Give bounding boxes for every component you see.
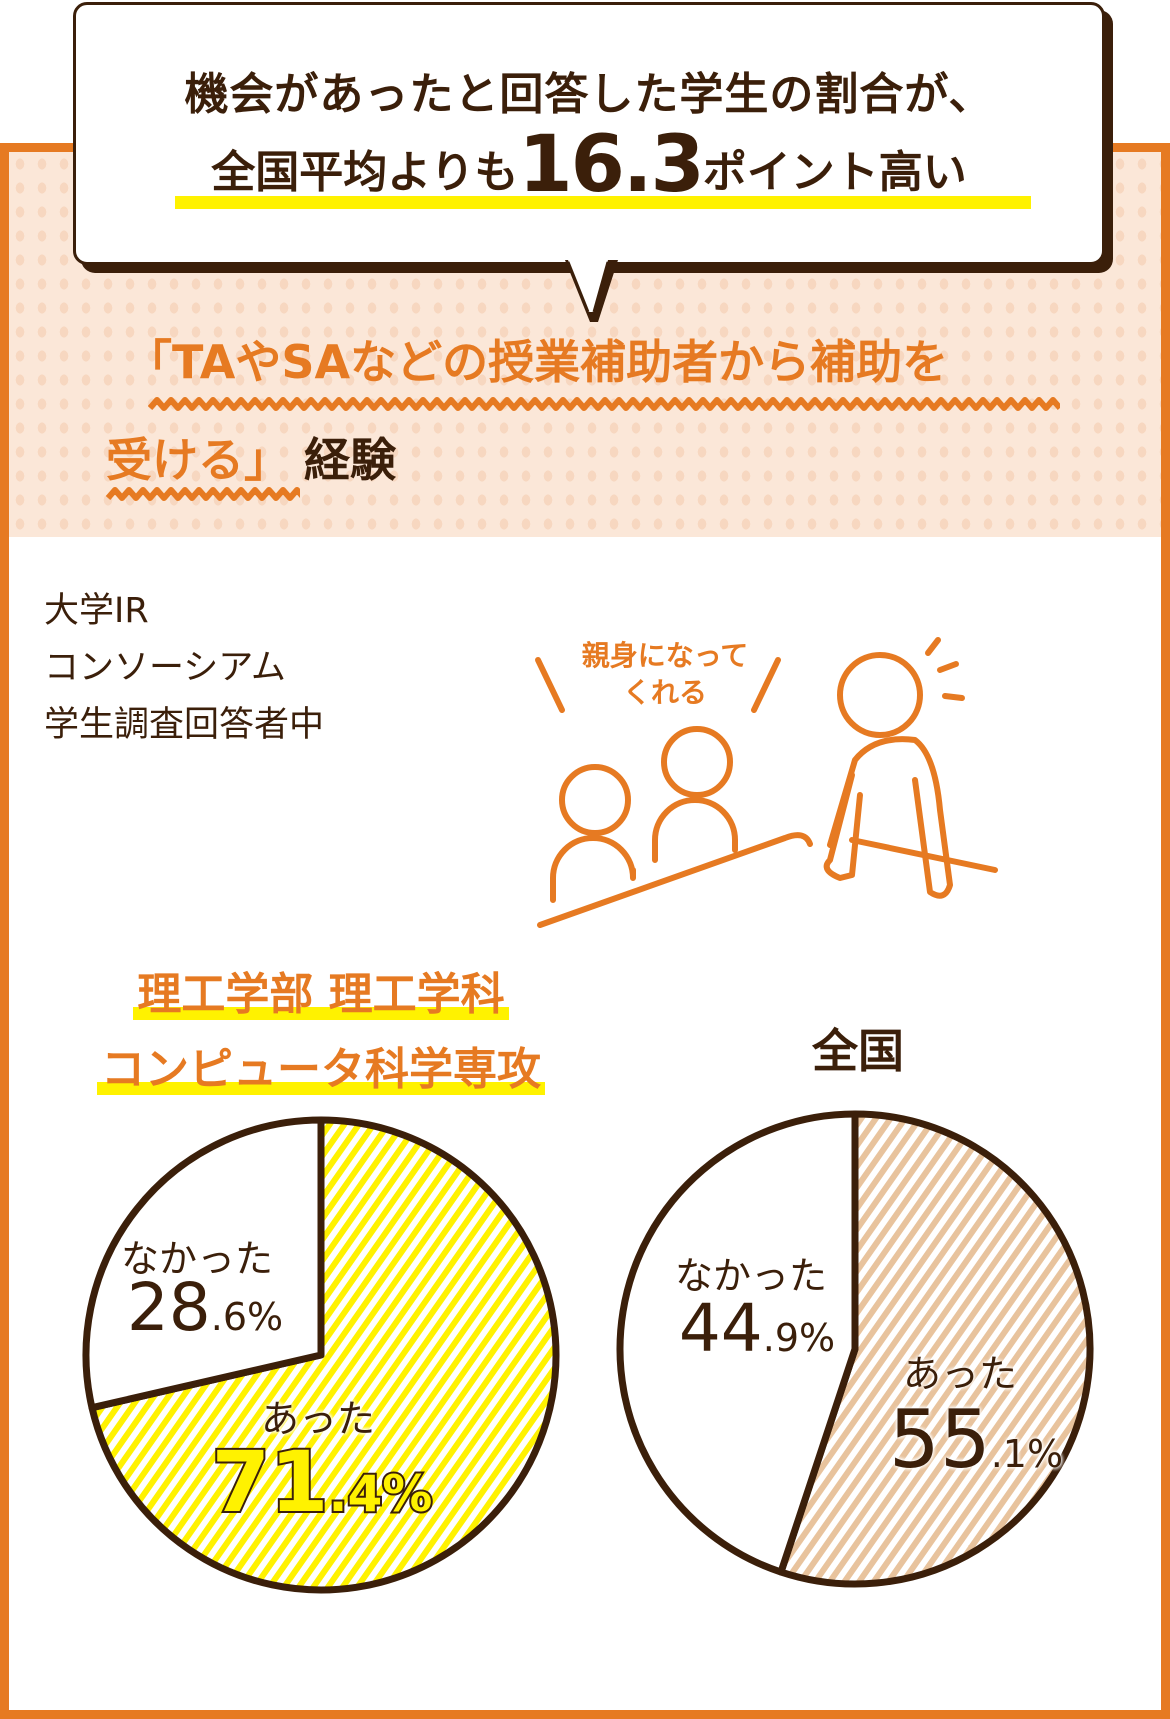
illustration-caption: くれる — [623, 676, 707, 709]
value-yes-dept: 71.4% — [210, 1433, 435, 1531]
chart-title-line: 理工学部 理工学科 — [133, 969, 509, 1020]
emphasis-mark — [751, 657, 781, 713]
chart-title-major: コンピュータ科学専攻 — [0, 1033, 642, 1097]
value-no-national: 44.9% — [678, 1290, 836, 1367]
student-head — [661, 726, 733, 798]
assistant-head — [837, 652, 923, 738]
speech-bubble-tail — [565, 260, 618, 322]
topic-line2: 受ける」 経験 — [106, 424, 396, 490]
tutoring-illustration: 親身になって くれる — [535, 637, 998, 928]
label-yes-dept: あった — [260, 1397, 376, 1441]
source-line: 大学IR — [44, 591, 149, 631]
illustration-caption: 親身になって — [582, 639, 749, 672]
headline-points: 16.3 — [518, 120, 704, 210]
headline-highlight — [175, 196, 1031, 209]
value-yes-national: 55.1% — [888, 1393, 1064, 1486]
pie-slice-national-no — [616, 1110, 859, 1576]
headline-text: ポイント高い — [702, 147, 967, 198]
label-no-dept: なかった — [120, 1237, 274, 1281]
source-line: 学生調査回答者中 — [44, 705, 325, 745]
value-no-dept: 28.6% — [126, 1269, 284, 1346]
emphasis-mark — [535, 657, 565, 713]
topic-text-dark: 経験 — [304, 433, 396, 487]
chart-title-department: 理工学部 理工学科 — [0, 958, 642, 1022]
topic-text: 受ける」 — [106, 433, 290, 487]
headline-line2: 全国平均よりも16.3ポイント高い — [73, 120, 1105, 210]
wavy-underline — [148, 397, 1060, 411]
source-line: コンソーシアム — [44, 648, 286, 688]
pie-slice-dept-no — [82, 1116, 325, 1412]
student-head — [559, 764, 631, 836]
headline-line1: 機会があったと回答した学生の割合が、 — [184, 69, 994, 120]
label-no-national: なかった — [674, 1254, 828, 1298]
headline-text: 全国平均よりも — [211, 147, 519, 198]
label-yes-national: あった — [902, 1352, 1018, 1396]
chart-title-national: 全国 — [812, 1024, 904, 1078]
speech-bubble — [73, 2, 1105, 265]
source-note: 大学IR コンソーシアム 学生調査回答者中 — [44, 583, 324, 754]
topic-line1: 「TAやSAなどの授業補助者から補助を — [126, 335, 949, 389]
chart-title-line: コンピュータ科学専攻 — [97, 1044, 545, 1095]
wavy-underline — [106, 487, 300, 501]
